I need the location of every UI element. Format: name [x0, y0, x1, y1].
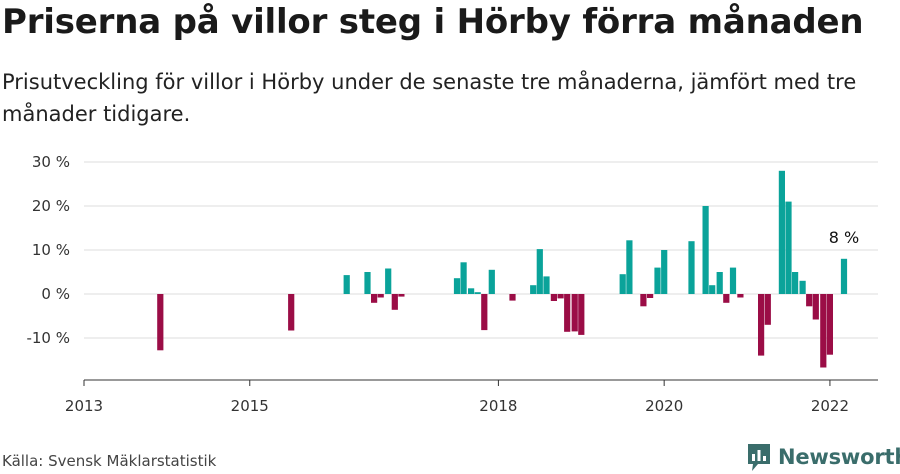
- bar: [385, 268, 392, 294]
- source-note: Källa: Svensk Mäklarstatistik: [2, 452, 217, 470]
- bar: [468, 288, 475, 294]
- bar: [343, 275, 350, 294]
- bar: [758, 294, 765, 356]
- bar: [460, 262, 467, 294]
- bar: [812, 294, 819, 320]
- y-tick-label: -10 %: [26, 329, 70, 347]
- bar: [509, 294, 516, 301]
- bar: [764, 294, 771, 325]
- bar: [157, 294, 164, 351]
- y-tick-label: 20 %: [32, 197, 70, 215]
- bar: [453, 278, 461, 294]
- newsworthy-logo-icon: [748, 444, 770, 471]
- bar: [640, 294, 647, 307]
- last-value-label: 8 %: [829, 228, 859, 247]
- bar-chart: -10 % 0 % 10 % 20 % 30 % 2013 2015 2018 2020 2022…: [26, 153, 878, 415]
- bars: [157, 170, 848, 368]
- grid-lines: [84, 161, 878, 339]
- bar: [737, 294, 744, 298]
- bar: [481, 294, 488, 331]
- bar: [785, 201, 792, 294]
- bar: [716, 272, 723, 294]
- bar: [536, 249, 543, 294]
- bar: [702, 206, 709, 294]
- chart-title: Priserna på villor steg i Hörby förra må…: [2, 2, 864, 42]
- bar: [488, 269, 495, 294]
- bar: [778, 170, 785, 294]
- bar: [647, 294, 654, 298]
- chart-subtitle: Prisutveckling för villor i Hörby under …: [2, 70, 857, 126]
- bar: [688, 241, 695, 294]
- bar: [661, 250, 668, 294]
- bar: [820, 294, 827, 368]
- bar: [571, 294, 578, 332]
- bar: [398, 294, 405, 297]
- bar: [474, 292, 481, 294]
- x-tick-label: 2015: [231, 397, 269, 415]
- x-tick-label: 2022: [811, 397, 849, 415]
- brand-logo[interactable]: Newsworthy: [746, 442, 900, 472]
- bar: [626, 240, 633, 294]
- axis-labels: -10 % 0 % 10 % 20 % 30 % 2013 2015 2018 2020 2022…: [26, 153, 859, 415]
- y-tick-label: 10 %: [32, 241, 70, 259]
- bar: [564, 294, 571, 332]
- y-tick-label: 0 %: [41, 285, 70, 303]
- brand-name: Newsworthy: [778, 445, 900, 469]
- bar: [543, 276, 550, 294]
- bar: [288, 294, 295, 331]
- y-tick-label: 30 %: [32, 153, 70, 171]
- bar: [729, 267, 737, 294]
- bar: [806, 294, 813, 307]
- bar: [391, 294, 398, 310]
- bar: [578, 294, 585, 335]
- bar: [371, 294, 378, 303]
- bar: [364, 272, 371, 294]
- bar: [840, 258, 848, 294]
- x-tick-label: 2013: [65, 397, 103, 415]
- bar: [530, 285, 537, 294]
- bar: [709, 285, 716, 294]
- x-tick-label: 2020: [645, 397, 683, 415]
- bar: [557, 294, 564, 299]
- bar: [826, 294, 833, 355]
- bar: [377, 294, 384, 298]
- bar: [654, 267, 661, 294]
- bar: [799, 280, 806, 294]
- bar: [550, 294, 557, 301]
- bar: [619, 274, 626, 294]
- bar: [792, 272, 799, 294]
- x-axis: [83, 379, 878, 386]
- x-tick-label: 2018: [479, 397, 517, 415]
- bar: [723, 294, 730, 303]
